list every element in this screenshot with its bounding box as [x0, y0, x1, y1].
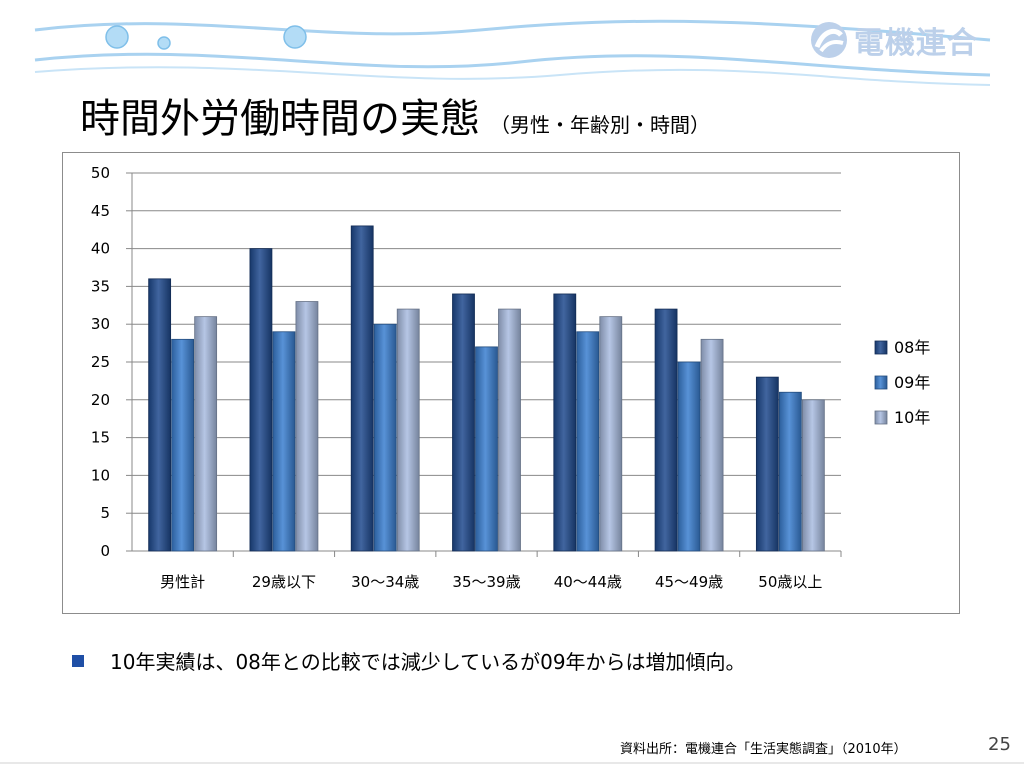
y-tick-label: 5	[100, 504, 110, 522]
logo-mark-icon	[811, 22, 847, 58]
legend-label: 10年	[894, 408, 930, 427]
bar	[373, 323, 397, 552]
bar	[599, 316, 623, 552]
y-tick-label: 45	[91, 202, 110, 220]
x-tick-label: 45～49歳	[655, 573, 723, 591]
bar	[654, 308, 678, 552]
page-number: 25	[988, 734, 1011, 755]
slide-title: 時間外労働時間の実態 （男性・年齢別・時間）	[80, 86, 710, 144]
bubble-icon	[283, 25, 307, 49]
legend-label: 09年	[894, 373, 930, 392]
x-tick-label: 40～44歳	[554, 573, 622, 591]
legend-label: 08年	[894, 338, 930, 357]
decorative-wave	[34, 19, 991, 86]
x-tick-label: 男性計	[160, 573, 205, 591]
bullet-text: 10年実績は、08年との比較では減少しているが09年からは増加傾向。	[110, 650, 746, 674]
chart-area: 0 5 10 15 20 25 30 35 40 45 50 男性計 29歳以下 30～34歳 35～39歳…	[62, 152, 960, 614]
bar	[801, 399, 825, 552]
y-tick-label: 10	[91, 466, 110, 484]
bar	[498, 308, 521, 552]
bar	[576, 331, 600, 552]
bar	[194, 316, 218, 552]
bar	[553, 293, 577, 552]
bar	[249, 248, 273, 552]
bar	[171, 338, 195, 552]
y-tick-label: 50	[91, 164, 110, 182]
bar	[295, 301, 319, 552]
bubble-icon	[157, 36, 171, 50]
x-tick-label: 50歳以上	[758, 573, 822, 591]
logo-text: 電機連合	[854, 26, 978, 61]
bar	[148, 278, 172, 552]
x-tick-label: 35～39歳	[452, 573, 520, 591]
bar	[396, 308, 420, 552]
footer-divider	[0, 762, 1024, 764]
organization-logo: 電機連合	[808, 18, 978, 62]
bullet-marker-icon	[72, 654, 84, 667]
bar	[272, 331, 296, 552]
bar	[700, 338, 724, 552]
page-title: 時間外労働時間の実態	[80, 96, 480, 142]
legend-swatch	[874, 340, 888, 355]
source-note: 資料出所：電機連合「生活実態調査」（2010年）	[620, 742, 907, 757]
bubble-icon	[105, 25, 129, 49]
x-tick-label: 30～34歳	[351, 573, 419, 591]
bar	[475, 346, 498, 552]
y-tick-label: 20	[91, 391, 110, 409]
bullet-item: 10年実績は、08年との比較では減少しているが09年からは増加傾向。	[72, 646, 746, 675]
y-tick-label: 15	[91, 429, 110, 447]
y-tick-label: 35	[91, 277, 110, 295]
bar	[755, 376, 779, 552]
page-subtitle: （男性・年齢別・時間）	[490, 113, 710, 137]
legend-swatch	[874, 410, 888, 425]
y-tick-label: 40	[91, 240, 110, 258]
y-tick-label: 25	[91, 353, 110, 371]
y-tick-label: 30	[91, 315, 110, 333]
bar-chart: 0 5 10 15 20 25 30 35 40 45 50 男性計 29歳以下 30～34歳 35～39歳…	[91, 164, 930, 591]
bar	[452, 293, 475, 552]
legend-swatch	[874, 375, 888, 390]
bar	[350, 225, 374, 552]
y-tick-label: 0	[100, 542, 110, 560]
bar	[677, 361, 701, 552]
x-tick-label: 29歳以下	[252, 573, 316, 591]
bar	[778, 391, 802, 552]
